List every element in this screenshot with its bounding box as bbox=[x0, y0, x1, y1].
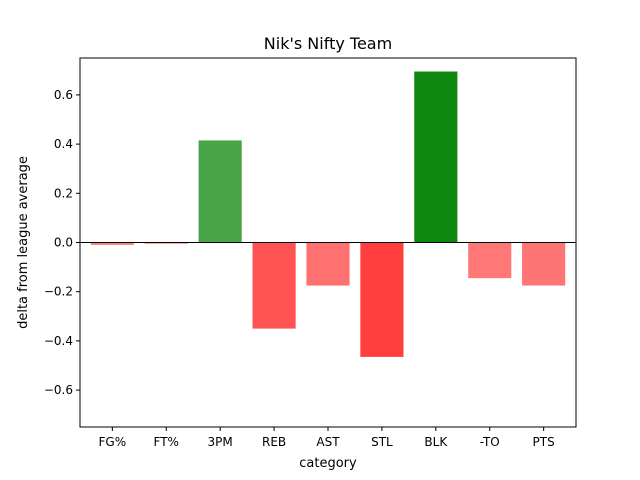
y-tick-label: 0.0 bbox=[54, 236, 73, 250]
bar-ftpct bbox=[144, 242, 188, 244]
bar-to bbox=[468, 242, 512, 279]
y-tick-label: −0.6 bbox=[44, 383, 73, 397]
x-tick-label-fgpct: FG% bbox=[99, 435, 127, 449]
x-tick-label-ftpct: FT% bbox=[154, 435, 179, 449]
x-tick-label-to: -TO bbox=[480, 435, 500, 449]
bar-reb bbox=[252, 242, 296, 329]
x-axis-label: category bbox=[299, 456, 357, 471]
bar-3pm bbox=[198, 140, 242, 243]
y-tick-label: 0.2 bbox=[54, 186, 73, 200]
y-axis-ticks: −0.6 −0.4 −0.2 0.0 0.2 0.4 0.6 bbox=[44, 88, 80, 397]
y-tick-label: 0.4 bbox=[54, 137, 73, 151]
x-axis-ticks: FG% FT% 3PM REB AST STL BLK -TO PTS bbox=[99, 427, 555, 449]
y-tick-label: −0.2 bbox=[44, 285, 73, 299]
x-tick-label-blk: BLK bbox=[424, 435, 448, 449]
bar-fgpct bbox=[90, 242, 134, 245]
y-tick-label: 0.6 bbox=[54, 88, 73, 102]
bars-group bbox=[90, 71, 566, 357]
bar-stl bbox=[360, 242, 404, 357]
x-tick-label-pts: PTS bbox=[533, 435, 555, 449]
bar-pts bbox=[522, 242, 566, 286]
bar-ast bbox=[306, 242, 350, 286]
x-tick-label-reb: REB bbox=[262, 435, 286, 449]
chart-title: Nik's Nifty Team bbox=[264, 34, 392, 53]
y-axis-label: delta from league average bbox=[16, 156, 31, 329]
y-tick-label: −0.4 bbox=[44, 334, 73, 348]
x-tick-label-3pm: 3PM bbox=[208, 435, 233, 449]
x-tick-label-ast: AST bbox=[316, 435, 340, 449]
bar-blk bbox=[414, 71, 458, 243]
x-tick-label-stl: STL bbox=[371, 435, 393, 449]
